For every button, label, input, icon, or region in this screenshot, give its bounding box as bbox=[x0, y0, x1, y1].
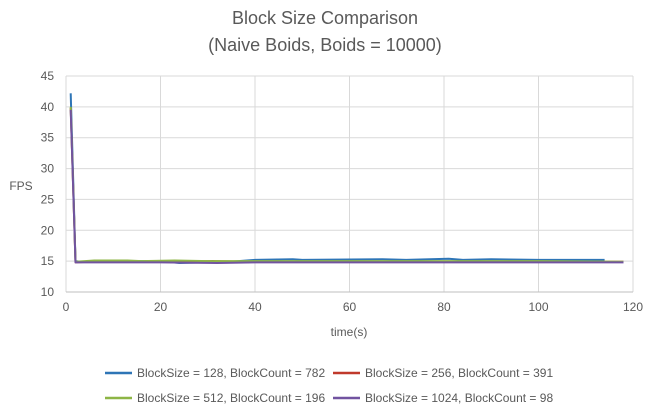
y-tick-label: 20 bbox=[41, 223, 55, 237]
chart-title: Block Size Comparison bbox=[232, 8, 418, 28]
series-line bbox=[69, 106, 624, 263]
x-tick-label: 120 bbox=[623, 300, 643, 314]
x-tick-label: 100 bbox=[528, 300, 548, 314]
x-tick-label: 80 bbox=[437, 300, 451, 314]
y-tick-label: 35 bbox=[41, 131, 55, 145]
y-tick-label: 30 bbox=[41, 162, 55, 176]
y-axis-ticks: 10 15 20 25 30 35 40 45 bbox=[41, 69, 55, 299]
legend-label: BlockSize = 512, BlockCount = 196 bbox=[137, 391, 325, 405]
x-tick-label: 0 bbox=[63, 300, 70, 314]
series-line bbox=[69, 109, 624, 264]
y-axis-label: FPS bbox=[9, 179, 32, 193]
x-axis-ticks: 0 20 40 60 80 100 120 bbox=[63, 300, 644, 314]
legend: BlockSize = 128, BlockCount = 782 BlockSi… bbox=[105, 366, 553, 405]
x-tick-label: 40 bbox=[248, 300, 262, 314]
y-tick-label: 15 bbox=[41, 254, 55, 268]
y-tick-label: 40 bbox=[41, 100, 55, 114]
series-lines bbox=[69, 93, 624, 264]
y-tick-label: 10 bbox=[41, 285, 55, 299]
chart-subtitle: (Naive Boids, Boids = 10000) bbox=[208, 35, 442, 55]
legend-label: BlockSize = 256, BlockCount = 391 bbox=[365, 366, 553, 380]
y-tick-label: 45 bbox=[41, 69, 55, 83]
y-tick-label: 25 bbox=[41, 192, 55, 206]
x-axis-label: time(s) bbox=[331, 325, 368, 339]
x-tick-label: 60 bbox=[343, 300, 357, 314]
legend-label: BlockSize = 1024, BlockCount = 98 bbox=[365, 391, 553, 405]
grid-lines bbox=[65, 75, 634, 293]
legend-label: BlockSize = 128, BlockCount = 782 bbox=[137, 366, 325, 380]
x-tick-label: 20 bbox=[154, 300, 168, 314]
